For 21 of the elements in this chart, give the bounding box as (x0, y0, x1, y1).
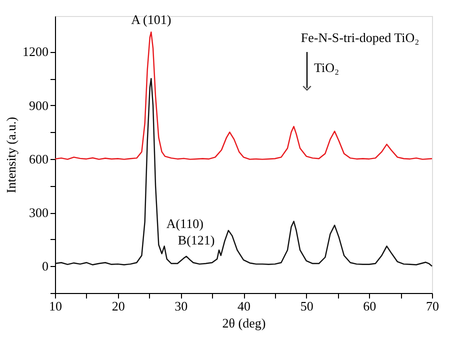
x-tick-label: 40 (238, 298, 250, 314)
y-tick-label: 600 (29, 151, 48, 166)
annotation: A (101) (131, 12, 172, 28)
y-tick-label: 300 (29, 205, 48, 220)
y-tick-label: 900 (29, 98, 48, 113)
line-series (54, 78, 433, 267)
y-axis-title: Intensity (a.u.) (4, 116, 18, 194)
annotation: A(110) (166, 216, 204, 232)
x-tick-label: 60 (363, 298, 376, 314)
x-tick-label: 50 (300, 298, 314, 314)
x-tick-label: 20 (112, 298, 125, 314)
annotation: TiO₂ (314, 60, 340, 75)
x-tick-label: 10 (49, 298, 62, 314)
line-series (54, 31, 433, 160)
annotation: Fe-N-S-tri-doped TiO₂ (300, 30, 420, 45)
y-tick-label: 0 (42, 258, 48, 274)
annotation: B(121) (178, 232, 215, 248)
x-tick-label: 30 (174, 298, 188, 314)
x-axis-title: 2θ (deg) (222, 316, 266, 330)
y-tick-label: 1200 (22, 44, 48, 60)
x-tick-label: 70 (426, 298, 439, 314)
